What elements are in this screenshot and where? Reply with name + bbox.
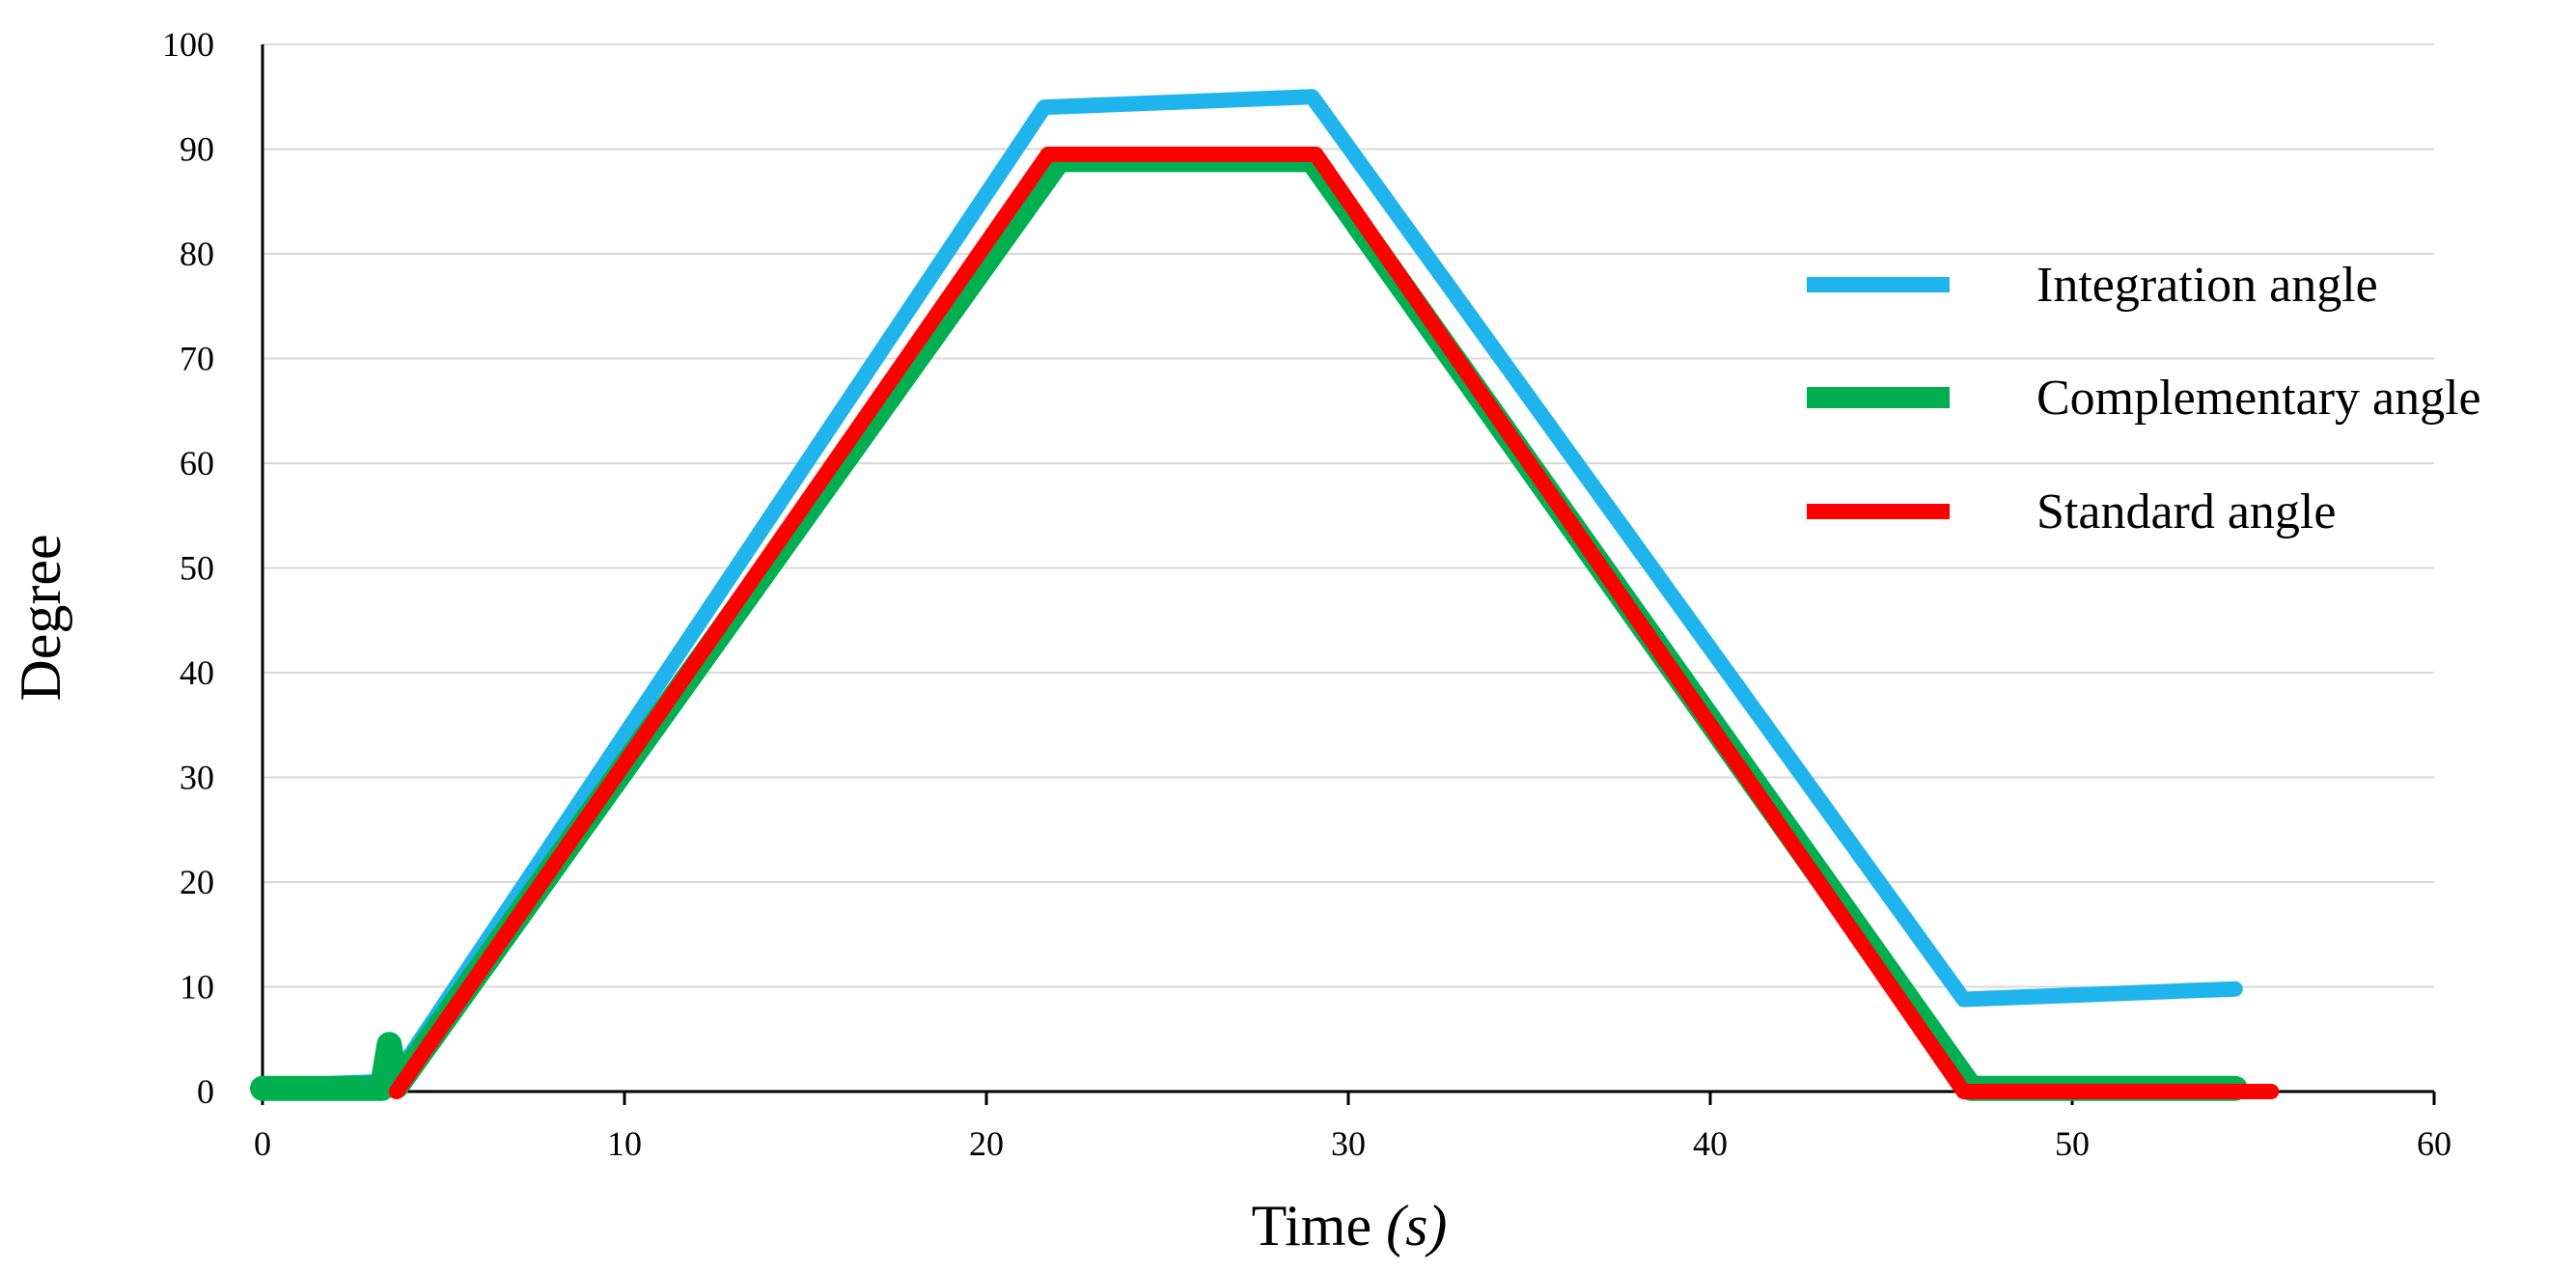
series-line-complementary-angle bbox=[250, 147, 2248, 1101]
y-axis-title: Degree bbox=[9, 534, 72, 701]
x-tick-label: 50 bbox=[2055, 1124, 2090, 1163]
y-tick-label: 10 bbox=[180, 968, 214, 1007]
x-tick-label: 10 bbox=[607, 1124, 642, 1163]
series-line-integration-angle bbox=[255, 89, 2243, 1094]
legend-label-standard-angle: Standard angle bbox=[2036, 484, 2336, 539]
x-tick-label: 60 bbox=[2417, 1124, 2451, 1163]
series-group bbox=[250, 89, 2280, 1101]
legend-label-integration-angle: Integration angle bbox=[2036, 258, 2378, 313]
legend-label-complementary-angle: Complementary angle bbox=[2036, 371, 2481, 426]
y-tick-label: 60 bbox=[180, 444, 214, 483]
x-tick-label: 40 bbox=[1693, 1124, 1728, 1163]
y-tick-label: 50 bbox=[180, 549, 214, 588]
y-tick-label: 80 bbox=[180, 235, 214, 273]
x-axis-title: Time (s) bbox=[1252, 1194, 1448, 1258]
y-tick-label: 0 bbox=[197, 1072, 214, 1111]
y-tick-label: 20 bbox=[180, 863, 214, 901]
y-tick-label: 70 bbox=[180, 340, 214, 378]
y-tick-label: 90 bbox=[180, 130, 214, 169]
y-tick-label: 100 bbox=[162, 25, 214, 64]
x-axis-title-main: Time bbox=[1252, 1194, 1372, 1258]
legend: Integration angle Complementary angle Stan… bbox=[1807, 258, 2481, 539]
x-tick-label: 0 bbox=[254, 1124, 271, 1163]
series-line-standard-angle bbox=[388, 146, 2280, 1099]
y-tick-label: 40 bbox=[180, 653, 214, 692]
x-axis-title-unit: (s) bbox=[1386, 1194, 1447, 1258]
x-tick-label: 30 bbox=[1331, 1124, 1366, 1163]
x-tick-label: 20 bbox=[969, 1124, 1004, 1163]
y-tick-label: 30 bbox=[180, 759, 214, 797]
axes: 0 10 20 30 40 50 60 70 80 90 100 0 10 20 30 40 50 60 bbox=[162, 25, 2451, 1163]
